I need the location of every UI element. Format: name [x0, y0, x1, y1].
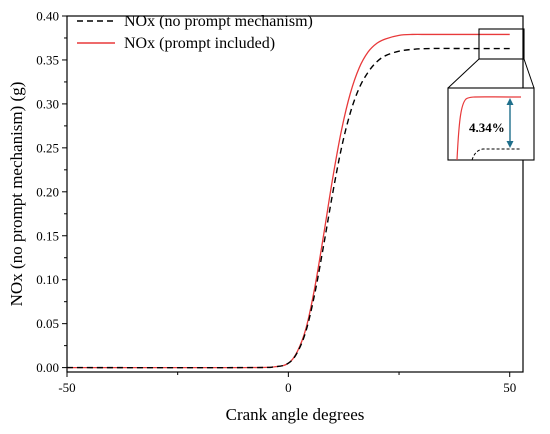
y-tick-label: 0.10 [36, 272, 59, 287]
legend-label: NOx (prompt included) [124, 35, 275, 52]
inset-line-no-prompt [471, 148, 521, 161]
series-line-prompt-included [66, 33, 510, 369]
zoom-connector [523, 58, 535, 89]
zoom-inset: 4.34% [447, 28, 535, 161]
plot-frame [66, 15, 524, 373]
x-tick-label: 50 [503, 380, 516, 395]
zoom-region-box [478, 28, 525, 60]
x-tick-label: -50 [58, 380, 75, 395]
x-axis-title: Crank angle degrees [226, 405, 365, 424]
y-tick-label: 0.20 [36, 184, 59, 199]
y-tick-label: 0.40 [36, 9, 59, 24]
y-tick-label: 0.00 [36, 360, 59, 375]
inset-line-prompt-included [456, 96, 522, 161]
y-tick-label: 0.30 [36, 96, 59, 111]
legend: NOx (no prompt mechanism) NOx (prompt inc… [77, 13, 313, 52]
arrow-head-down [506, 141, 514, 148]
y-tick-label: 0.25 [36, 140, 59, 155]
y-axis-title: NOx (no prompt mechanism) (g) [7, 82, 26, 307]
x-tick-label: 0 [285, 380, 292, 395]
y-tick-label: 0.05 [36, 316, 59, 331]
y-tick-label: 0.35 [36, 52, 59, 67]
y-tick-label: 0.15 [36, 228, 59, 243]
axes: -50 0 50 0.00 0.05 0.10 0.15 0.20 0.25 0.30 0.35 0.… [36, 9, 524, 395]
difference-label: 4.34% [469, 120, 505, 135]
zoom-connector [447, 58, 480, 89]
arrow-head-up [506, 98, 514, 105]
series-line-no-prompt [66, 47, 510, 369]
legend-label: NOx (no prompt mechanism) [124, 13, 313, 30]
series-layer [66, 33, 510, 369]
zoom-inset-box [447, 87, 535, 161]
